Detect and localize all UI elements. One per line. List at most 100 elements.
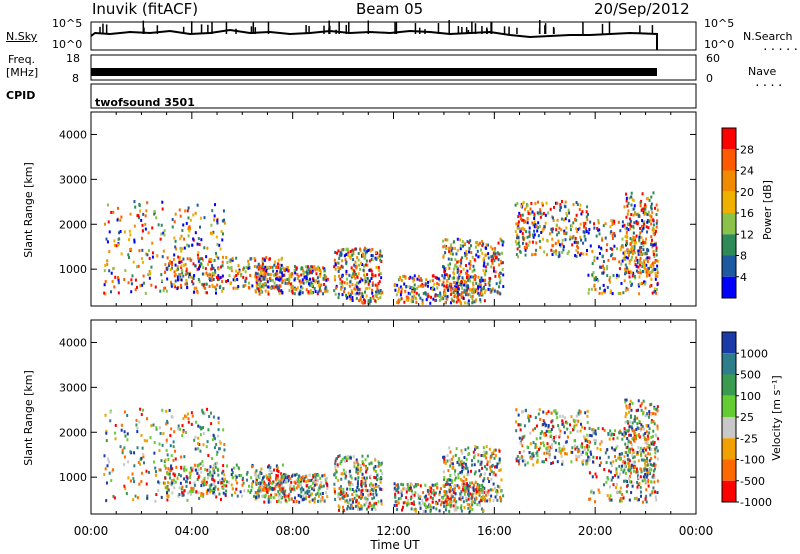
- scatter-cell: [484, 452, 487, 456]
- scatter-cell: [251, 284, 254, 288]
- scatter-cell: [460, 469, 463, 473]
- scatter-cell: [638, 238, 641, 242]
- scatter-cell: [444, 238, 447, 242]
- scatter-cell: [647, 478, 650, 482]
- scatter-cell: [313, 483, 316, 487]
- scatter-cell: [356, 275, 359, 279]
- scatter-cell: [321, 495, 324, 499]
- scatter-cell: [259, 264, 262, 268]
- scatter-cell: [185, 278, 188, 282]
- scatter-cell: [603, 483, 606, 487]
- scatter-cell: [303, 270, 306, 274]
- scatter-cell: [619, 486, 622, 490]
- scatter-cell: [340, 248, 343, 252]
- scatter-cell: [533, 233, 536, 237]
- scatter-cell: [625, 286, 628, 290]
- scatter-cell: [186, 498, 189, 502]
- scatter-cell: [655, 225, 658, 229]
- scatter-cell: [306, 489, 309, 493]
- scatter-cell: [169, 444, 172, 448]
- scatter-cell: [203, 246, 206, 250]
- scatter-cell: [257, 287, 260, 291]
- scatter-cell: [471, 297, 474, 301]
- scatter-cell: [482, 453, 485, 457]
- scatter-cell: [488, 497, 491, 501]
- scatter-cell: [270, 487, 273, 491]
- scatter-cell: [623, 430, 626, 434]
- scatter-cell: [343, 281, 346, 285]
- y-tick-label: 2000: [59, 426, 87, 439]
- colorbar-tick-label: 4: [740, 271, 747, 284]
- scatter-cell: [108, 230, 111, 234]
- scatter-cell: [337, 478, 340, 482]
- scatter-cell: [235, 256, 238, 260]
- scatter-cell: [550, 420, 553, 424]
- scatter-cell: [284, 278, 287, 282]
- scatter-cell: [370, 482, 373, 486]
- scatter-cell: [315, 272, 318, 276]
- scatter-cell: [343, 459, 346, 463]
- scatter-cell: [545, 433, 548, 437]
- scatter-cell: [182, 257, 185, 261]
- scatter-cell: [443, 490, 446, 494]
- scatter-cell: [496, 498, 499, 502]
- scatter-cell: [461, 466, 464, 470]
- scatter-cell: [454, 453, 457, 457]
- scatter-cell: [364, 251, 367, 255]
- scatter-cell: [250, 465, 253, 469]
- scatter-cell: [645, 225, 648, 229]
- scatter-cell: [196, 447, 199, 451]
- scatter-cell: [650, 205, 653, 209]
- scatter-cell: [364, 478, 367, 482]
- scatter-cell: [460, 256, 463, 260]
- scatter-cell: [333, 258, 336, 262]
- scatter-cell: [256, 265, 259, 269]
- scatter-cell: [180, 278, 183, 282]
- scatter-cell: [185, 269, 188, 273]
- scatter-cell: [297, 493, 300, 497]
- scatter-cell: [594, 432, 597, 436]
- scatter-cell: [287, 269, 290, 273]
- scatter-cell: [278, 478, 281, 482]
- scatter-cell: [452, 455, 455, 459]
- scatter-cell: [361, 488, 364, 492]
- scatter-cell: [410, 495, 413, 499]
- scatter-cell: [597, 245, 600, 249]
- scatter-cell: [607, 477, 610, 481]
- scatter-cell: [615, 470, 618, 474]
- scatter-cell: [555, 434, 558, 438]
- scatter-cell: [310, 492, 313, 496]
- scatter-cell: [255, 284, 258, 288]
- scatter-cell: [442, 477, 445, 481]
- scatter-cell: [202, 258, 205, 262]
- scatter-cell: [635, 428, 638, 432]
- scatter-cell: [603, 428, 606, 432]
- scatter-cell: [419, 277, 422, 281]
- scatter-cell: [456, 237, 459, 241]
- scatter-cell: [468, 250, 471, 254]
- scatter-cell: [438, 279, 441, 283]
- scatter-cell: [369, 249, 372, 253]
- scatter-cell: [195, 490, 198, 494]
- scatter-cell: [374, 274, 377, 278]
- scatter-cell: [346, 252, 349, 256]
- scatter-cell: [416, 286, 419, 290]
- scatter-cell: [441, 283, 444, 287]
- scatter-cell: [362, 298, 365, 302]
- scatter-cell: [417, 482, 420, 486]
- scatter-cell: [420, 278, 423, 282]
- scatter-cell: [249, 491, 252, 495]
- scatter-cell: [491, 287, 494, 291]
- scatter-cell: [497, 258, 500, 262]
- scatter-cell: [463, 301, 466, 305]
- scatter-cell: [222, 209, 225, 213]
- scatter-cell: [521, 235, 524, 239]
- scatter-cell: [468, 246, 471, 250]
- scatter-cell: [427, 489, 430, 493]
- scatter-cell: [214, 287, 217, 291]
- scatter-cell: [445, 490, 448, 494]
- scatter-cell: [438, 493, 441, 497]
- scatter-cell: [632, 460, 635, 464]
